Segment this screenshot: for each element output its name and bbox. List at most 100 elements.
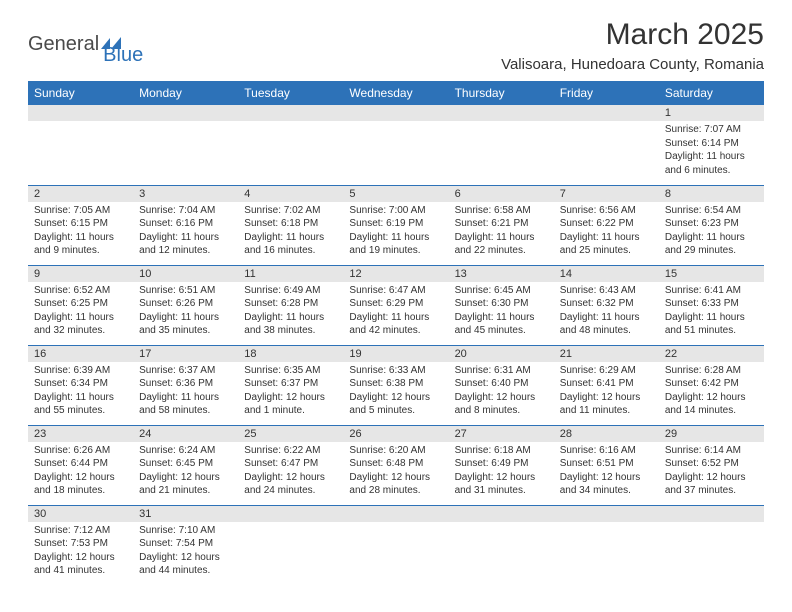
- sunset-text: Sunset: 6:28 PM: [244, 297, 337, 311]
- calendar-day-cell: 5Sunrise: 7:00 AMSunset: 6:19 PMDaylight…: [343, 185, 448, 265]
- sunrise-text: Sunrise: 6:33 AM: [349, 364, 442, 378]
- calendar-day-cell: 1Sunrise: 7:07 AMSunset: 6:14 PMDaylight…: [659, 105, 764, 185]
- day-data: Sunrise: 6:35 AMSunset: 6:37 PMDaylight:…: [238, 362, 343, 422]
- day-data: Sunrise: 7:00 AMSunset: 6:19 PMDaylight:…: [343, 202, 448, 262]
- sunrise-text: Sunrise: 6:51 AM: [139, 284, 232, 298]
- sunrise-text: Sunrise: 6:35 AM: [244, 364, 337, 378]
- calendar-table: Sunday Monday Tuesday Wednesday Thursday…: [28, 81, 764, 585]
- calendar-day-cell: 20Sunrise: 6:31 AMSunset: 6:40 PMDayligh…: [449, 345, 554, 425]
- sunset-text: Sunset: 6:22 PM: [560, 217, 653, 231]
- calendar-day-cell: 6Sunrise: 6:58 AMSunset: 6:21 PMDaylight…: [449, 185, 554, 265]
- day-number: 6: [449, 186, 554, 202]
- calendar-body: 1Sunrise: 7:07 AMSunset: 6:14 PMDaylight…: [28, 105, 764, 585]
- sunrise-text: Sunrise: 6:52 AM: [34, 284, 127, 298]
- sunset-text: Sunset: 6:48 PM: [349, 457, 442, 471]
- calendar-day-cell: [28, 105, 133, 185]
- daylight-text: Daylight: 11 hours and 55 minutes.: [34, 391, 127, 418]
- sunset-text: Sunset: 6:29 PM: [349, 297, 442, 311]
- sunrise-text: Sunrise: 6:37 AM: [139, 364, 232, 378]
- calendar-day-cell: [343, 105, 448, 185]
- month-title: March 2025: [501, 18, 764, 52]
- calendar-day-cell: 2Sunrise: 7:05 AMSunset: 6:15 PMDaylight…: [28, 185, 133, 265]
- daylight-text: Daylight: 11 hours and 42 minutes.: [349, 311, 442, 338]
- sunrise-text: Sunrise: 6:22 AM: [244, 444, 337, 458]
- calendar-week-row: 30Sunrise: 7:12 AMSunset: 7:53 PMDayligh…: [28, 505, 764, 585]
- sunset-text: Sunset: 6:32 PM: [560, 297, 653, 311]
- day-data: Sunrise: 6:54 AMSunset: 6:23 PMDaylight:…: [659, 202, 764, 262]
- day-data: Sunrise: 7:02 AMSunset: 6:18 PMDaylight:…: [238, 202, 343, 262]
- sunrise-text: Sunrise: 7:02 AM: [244, 204, 337, 218]
- daylight-text: Daylight: 11 hours and 48 minutes.: [560, 311, 653, 338]
- sunset-text: Sunset: 6:45 PM: [139, 457, 232, 471]
- day-number: [554, 105, 659, 121]
- sunset-text: Sunset: 6:42 PM: [665, 377, 758, 391]
- sunrise-text: Sunrise: 6:14 AM: [665, 444, 758, 458]
- calendar-week-row: 9Sunrise: 6:52 AMSunset: 6:25 PMDaylight…: [28, 265, 764, 345]
- day-number: 19: [343, 346, 448, 362]
- sunset-text: Sunset: 6:44 PM: [34, 457, 127, 471]
- day-number: 12: [343, 266, 448, 282]
- day-number: 9: [28, 266, 133, 282]
- day-data: Sunrise: 7:10 AMSunset: 7:54 PMDaylight:…: [133, 522, 238, 582]
- calendar-day-cell: 27Sunrise: 6:18 AMSunset: 6:49 PMDayligh…: [449, 425, 554, 505]
- logo-text-blue: Blue: [103, 44, 143, 67]
- day-data: Sunrise: 6:51 AMSunset: 6:26 PMDaylight:…: [133, 282, 238, 342]
- day-data: Sunrise: 6:28 AMSunset: 6:42 PMDaylight:…: [659, 362, 764, 422]
- sunrise-text: Sunrise: 6:24 AM: [139, 444, 232, 458]
- calendar-week-row: 1Sunrise: 7:07 AMSunset: 6:14 PMDaylight…: [28, 105, 764, 185]
- daylight-text: Daylight: 11 hours and 25 minutes.: [560, 231, 653, 258]
- daylight-text: Daylight: 11 hours and 45 minutes.: [455, 311, 548, 338]
- sunrise-text: Sunrise: 6:20 AM: [349, 444, 442, 458]
- day-number: 29: [659, 426, 764, 442]
- sunset-text: Sunset: 6:34 PM: [34, 377, 127, 391]
- day-data: Sunrise: 7:05 AMSunset: 6:15 PMDaylight:…: [28, 202, 133, 262]
- calendar-day-cell: 18Sunrise: 6:35 AMSunset: 6:37 PMDayligh…: [238, 345, 343, 425]
- day-number: 18: [238, 346, 343, 362]
- day-data: Sunrise: 6:31 AMSunset: 6:40 PMDaylight:…: [449, 362, 554, 422]
- sunset-text: Sunset: 6:26 PM: [139, 297, 232, 311]
- day-data: Sunrise: 6:52 AMSunset: 6:25 PMDaylight:…: [28, 282, 133, 342]
- day-data: Sunrise: 6:29 AMSunset: 6:41 PMDaylight:…: [554, 362, 659, 422]
- calendar-day-cell: 19Sunrise: 6:33 AMSunset: 6:38 PMDayligh…: [343, 345, 448, 425]
- sunrise-text: Sunrise: 7:04 AM: [139, 204, 232, 218]
- weekday-header: Saturday: [659, 81, 764, 105]
- day-number: 16: [28, 346, 133, 362]
- daylight-text: Daylight: 12 hours and 28 minutes.: [349, 471, 442, 498]
- daylight-text: Daylight: 12 hours and 18 minutes.: [34, 471, 127, 498]
- sunset-text: Sunset: 6:36 PM: [139, 377, 232, 391]
- day-number: [28, 105, 133, 121]
- weekday-header: Sunday: [28, 81, 133, 105]
- sunset-text: Sunset: 6:14 PM: [665, 137, 758, 151]
- day-number: 10: [133, 266, 238, 282]
- logo-text-general: General: [28, 33, 99, 56]
- calendar-day-cell: 11Sunrise: 6:49 AMSunset: 6:28 PMDayligh…: [238, 265, 343, 345]
- sunrise-text: Sunrise: 6:54 AM: [665, 204, 758, 218]
- sunrise-text: Sunrise: 7:12 AM: [34, 524, 127, 538]
- calendar-day-cell: [659, 505, 764, 585]
- calendar-day-cell: 25Sunrise: 6:22 AMSunset: 6:47 PMDayligh…: [238, 425, 343, 505]
- day-number: [659, 506, 764, 522]
- sunrise-text: Sunrise: 6:58 AM: [455, 204, 548, 218]
- day-number: 13: [449, 266, 554, 282]
- day-data: Sunrise: 6:22 AMSunset: 6:47 PMDaylight:…: [238, 442, 343, 502]
- daylight-text: Daylight: 11 hours and 35 minutes.: [139, 311, 232, 338]
- calendar-day-cell: 8Sunrise: 6:54 AMSunset: 6:23 PMDaylight…: [659, 185, 764, 265]
- day-data: Sunrise: 6:14 AMSunset: 6:52 PMDaylight:…: [659, 442, 764, 502]
- sunrise-text: Sunrise: 7:05 AM: [34, 204, 127, 218]
- sunset-text: Sunset: 6:33 PM: [665, 297, 758, 311]
- sunset-text: Sunset: 7:53 PM: [34, 537, 127, 551]
- day-number: 7: [554, 186, 659, 202]
- calendar-day-cell: [449, 505, 554, 585]
- calendar-day-cell: [238, 105, 343, 185]
- daylight-text: Daylight: 12 hours and 21 minutes.: [139, 471, 232, 498]
- day-number: 27: [449, 426, 554, 442]
- day-number: [238, 105, 343, 121]
- sunset-text: Sunset: 6:18 PM: [244, 217, 337, 231]
- sunrise-text: Sunrise: 6:16 AM: [560, 444, 653, 458]
- day-number: [238, 506, 343, 522]
- weekday-header: Wednesday: [343, 81, 448, 105]
- day-number: [133, 105, 238, 121]
- daylight-text: Daylight: 12 hours and 34 minutes.: [560, 471, 653, 498]
- day-data: Sunrise: 6:20 AMSunset: 6:48 PMDaylight:…: [343, 442, 448, 502]
- weekday-header: Thursday: [449, 81, 554, 105]
